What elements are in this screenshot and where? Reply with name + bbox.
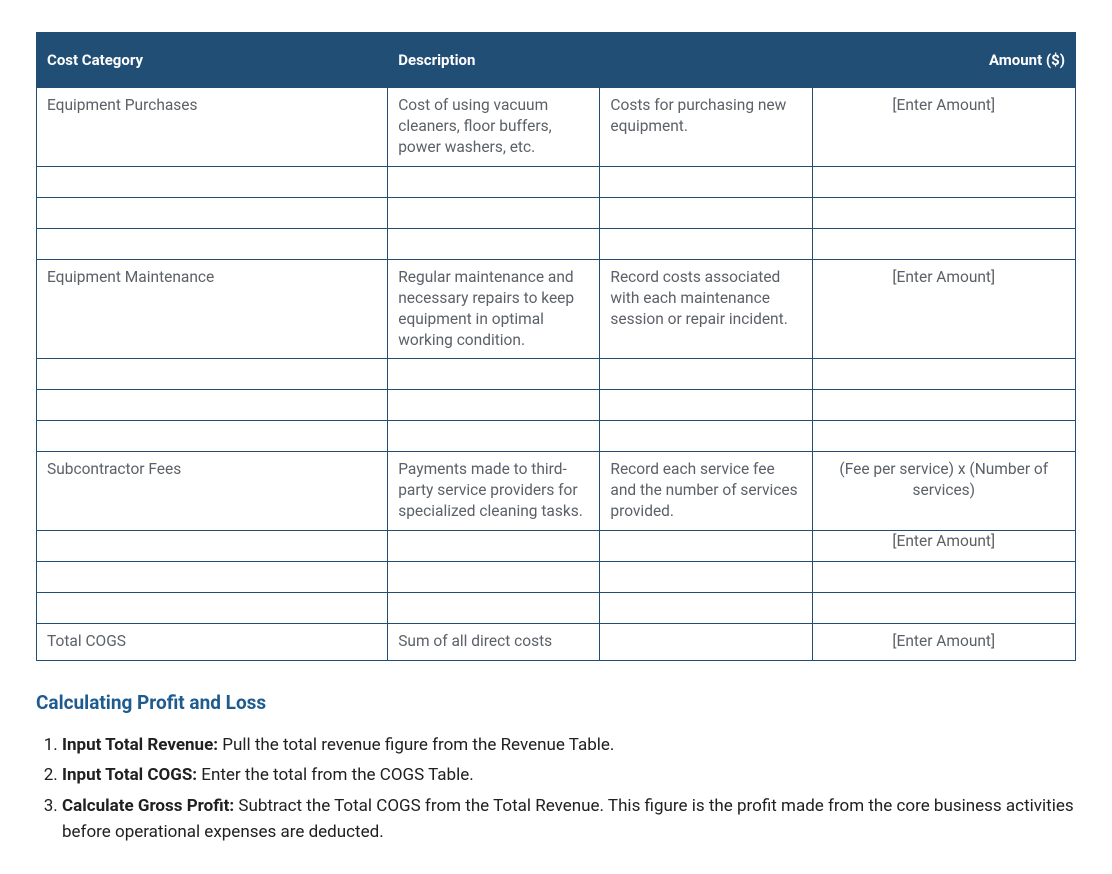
cell-category: Equipment Purchases (37, 88, 388, 167)
step-lead: Calculate Gross Profit: (62, 796, 234, 816)
cell-amount[interactable]: [Enter Amount] (812, 531, 1075, 562)
cell-description: Sum of all direct costs (388, 624, 600, 661)
cell-amount[interactable]: [Enter Amount] (812, 624, 1075, 661)
list-item: Calculate Gross Profit: Subtract the Tot… (62, 793, 1076, 846)
table-row-empty (37, 166, 1076, 197)
cell-note: Record each service fee and the number o… (600, 452, 812, 531)
table-row-empty (37, 228, 1076, 259)
step-rest: Pull the total revenue figure from the R… (218, 735, 614, 755)
table-row: Equipment Maintenance Regular maintenanc… (37, 259, 1076, 359)
table-row-empty (37, 359, 1076, 390)
table-row-total: Total COGS Sum of all direct costs [Ente… (37, 624, 1076, 661)
table-header: Cost Category Description Amount ($) (37, 33, 1076, 88)
table-row-empty (37, 197, 1076, 228)
cell-category: Subcontractor Fees (37, 452, 388, 531)
cogs-table: Cost Category Description Amount ($) Equ… (36, 32, 1076, 661)
table-row-empty (37, 562, 1076, 593)
table-row-empty: [Enter Amount] (37, 531, 1076, 562)
list-item: Input Total Revenue: Pull the total reve… (62, 732, 1076, 758)
step-lead: Input Total COGS: (62, 765, 197, 785)
cell-amount[interactable]: [Enter Amount] (812, 88, 1075, 167)
cell-amount: (Fee per service) x (Number of services) (812, 452, 1075, 531)
section-title: Calculating Profit and Loss (36, 691, 1076, 714)
cell-amount[interactable]: [Enter Amount] (812, 259, 1075, 359)
header-amount: Amount ($) (812, 33, 1075, 88)
header-cost-category: Cost Category (37, 33, 388, 88)
table-row-empty (37, 390, 1076, 421)
header-description: Description (388, 33, 812, 88)
table-row: Equipment Purchases Cost of using vacuum… (37, 88, 1076, 167)
table-row-empty (37, 593, 1076, 624)
cell-description: Cost of using vacuum cleaners, floor buf… (388, 88, 600, 167)
table-row: Subcontractor Fees Payments made to thir… (37, 452, 1076, 531)
cell-note: Costs for purchasing new equipment. (600, 88, 812, 167)
list-item: Input Total COGS: Enter the total from t… (62, 762, 1076, 788)
steps-list: Input Total Revenue: Pull the total reve… (40, 732, 1076, 845)
step-lead: Input Total Revenue: (62, 735, 218, 755)
page: Cost Category Description Amount ($) Equ… (0, 0, 1112, 874)
cell-category: Equipment Maintenance (37, 259, 388, 359)
cell-description: Payments made to third-party service pro… (388, 452, 600, 531)
step-rest: Enter the total from the COGS Table. (197, 765, 474, 785)
cell-description: Regular maintenance and necessary repair… (388, 259, 600, 359)
cell-category: Total COGS (37, 624, 388, 661)
cell-note (600, 624, 812, 661)
cell-note: Record costs associated with each mainte… (600, 259, 812, 359)
table-row-empty (37, 421, 1076, 452)
